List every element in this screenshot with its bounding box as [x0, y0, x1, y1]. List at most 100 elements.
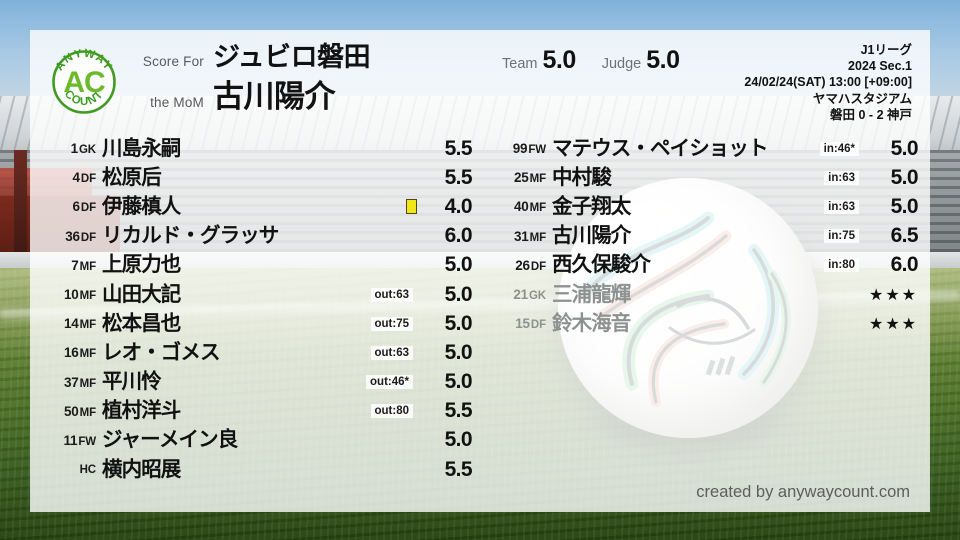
team-line: Score For ジュビロ磐田 [126, 40, 466, 74]
player-position: MF [529, 202, 547, 215]
player-row[interactable]: 36 DF リカルド・グラッサ 6.0 [38, 222, 476, 251]
player-number: 25 [513, 170, 529, 186]
player-score: ★★★ [868, 286, 918, 304]
substitution-badge: out:75 [370, 316, 413, 331]
player-row[interactable]: 99 FW マテウス・ペイショット in:46* 5.0 [488, 134, 922, 163]
player-name: 松本昌也 [102, 311, 181, 335]
player-name: 鈴木海音 [552, 311, 631, 335]
player-name: 金子翔太 [552, 194, 631, 218]
player-number: 40 [513, 199, 529, 215]
player-number-position: 36 DF [38, 229, 96, 244]
player-score: 6.0 [444, 224, 473, 248]
player-number: 6 [72, 199, 81, 215]
player-number: 37 [63, 374, 79, 390]
player-row[interactable]: HC 横内昭展 5.5 [38, 455, 476, 484]
player-row[interactable]: 11 FW ジャーメイン良 5.0 [38, 426, 476, 455]
player-name: レオ・ゴメス [102, 340, 221, 364]
player-number-position: 25 MF [488, 170, 546, 185]
player-score: 6.5 [890, 224, 919, 248]
player-position: DF [530, 260, 546, 273]
card-header: ANYWAY COUNT AC Score For ジュビロ磐田 the MoM… [30, 30, 930, 134]
team-score-value: 5.0 [542, 46, 576, 74]
player-row[interactable]: 40 MF 金子翔太 in:63 5.0 [488, 192, 922, 221]
player-number-position: 21 GK [488, 287, 546, 302]
player-score: 5.5 [444, 457, 473, 481]
player-score: ★★★ [868, 315, 918, 333]
player-row[interactable]: 14 MF 松本昌也 out:75 5.0 [38, 309, 476, 338]
player-row[interactable]: 21 GK 三浦龍輝 ★★★ [488, 280, 922, 309]
player-row[interactable]: 26 DF 西久保駿介 in:80 6.0 [488, 251, 922, 280]
svg-text:COUNT: COUNT [62, 88, 106, 108]
player-score: 5.5 [444, 399, 473, 423]
player-number-position: 10 MF [38, 287, 96, 302]
match-meta-line-3: ヤマハスタジアム [812, 91, 912, 106]
player-number-position: 7 MF [38, 258, 96, 273]
player-row[interactable]: 16 MF レオ・ゴメス out:63 5.0 [38, 338, 476, 367]
player-score: 5.0 [444, 340, 473, 364]
player-row[interactable]: 1 GK 川島永嗣 5.5 [38, 134, 476, 163]
player-number: 31 [513, 228, 529, 244]
player-score: 4.0 [444, 194, 473, 218]
player-row[interactable]: 15 DF 鈴木海音 ★★★ [488, 309, 922, 338]
player-row[interactable]: 10 MF 山田大記 out:63 5.0 [38, 280, 476, 309]
player-number-position: 40 MF [488, 199, 546, 214]
player-number: 1 [70, 141, 79, 157]
substitution-badge: out:46* [366, 375, 413, 390]
player-position: MF [79, 319, 97, 332]
player-number-position: 11 FW [38, 433, 96, 448]
player-position: DF [530, 319, 546, 332]
player-name: 植村洋斗 [102, 399, 181, 423]
player-name: 川島永嗣 [102, 136, 181, 160]
substitution-badge: in:80 [824, 258, 859, 273]
player-position: MF [529, 231, 547, 244]
player-row[interactable]: 7 MF 上原力也 5.0 [38, 251, 476, 280]
mom-name: 古川陽介 [213, 79, 336, 114]
player-row[interactable]: 31 MF 古川陽介 in:75 6.5 [488, 222, 922, 251]
player-row[interactable]: 50 MF 植村洋斗 out:80 5.5 [38, 397, 476, 426]
player-number-position: 37 MF [38, 375, 96, 390]
player-position: GK [528, 290, 546, 303]
credit-text: created by anywaycount.com [696, 483, 910, 501]
team-score-label: Team [502, 56, 538, 72]
player-name: 伊藤槙人 [102, 194, 181, 218]
player-position: MF [79, 406, 97, 419]
player-position: HC [79, 463, 97, 476]
player-row[interactable]: 4 DF 松原后 5.5 [38, 163, 476, 192]
player-position: DF [80, 173, 96, 186]
match-meta-line-0: J1リーグ [860, 43, 912, 57]
stand-pole [14, 150, 27, 270]
anywaycount-logo[interactable]: ANYWAY COUNT AC [48, 46, 120, 118]
player-number: 50 [63, 403, 79, 419]
player-name: ジャーメイン良 [102, 428, 238, 452]
player-position: MF [79, 290, 97, 303]
player-number-position: 6 DF [38, 199, 97, 215]
player-name: マテウス・ペイショット [552, 136, 769, 160]
header-titles: Score For ジュビロ磐田 the MoM 古川陽介 [126, 40, 466, 116]
player-row[interactable]: 25 MF 中村駿 in:63 5.0 [488, 163, 922, 192]
substitutes-column: 99 FW マテウス・ペイショット in:46* 5.0 25 MF 中村駿 in:63 5.0 4… [488, 134, 922, 338]
svg-text:AC: AC [63, 66, 105, 99]
player-number: 21 [513, 287, 528, 303]
player-score: 5.0 [444, 311, 473, 335]
player-row[interactable]: 37 MF 平川怜 out:46* 5.0 [38, 368, 476, 397]
team-name: ジュビロ磐田 [213, 42, 371, 72]
player-score: 5.0 [444, 253, 473, 277]
player-number: 4 [72, 170, 81, 186]
mom-label: the MoM [150, 95, 204, 110]
player-number-position: 31 MF [488, 229, 546, 244]
player-name: 平川怜 [102, 370, 162, 394]
match-meta-line-2: 24/02/24(SAT) 13:00 [+09:00] [744, 75, 912, 90]
player-name: 中村駿 [552, 165, 612, 189]
player-number: 99 [512, 141, 528, 157]
player-number-position: 1 GK [38, 141, 96, 156]
player-name: 横内昭展 [102, 457, 181, 481]
player-number-position: 14 MF [38, 316, 96, 331]
substitution-badge: out:63 [370, 287, 413, 302]
player-number-position: HC [38, 463, 97, 476]
player-number-position: 26 DF [488, 258, 546, 273]
player-name: 上原力也 [102, 253, 181, 277]
player-row[interactable]: 6 DF 伊藤槙人 4.0 [38, 192, 476, 221]
player-score: 5.0 [890, 136, 919, 160]
player-number-position: 4 DF [38, 170, 97, 186]
judge-score-label: Judge [601, 56, 642, 72]
